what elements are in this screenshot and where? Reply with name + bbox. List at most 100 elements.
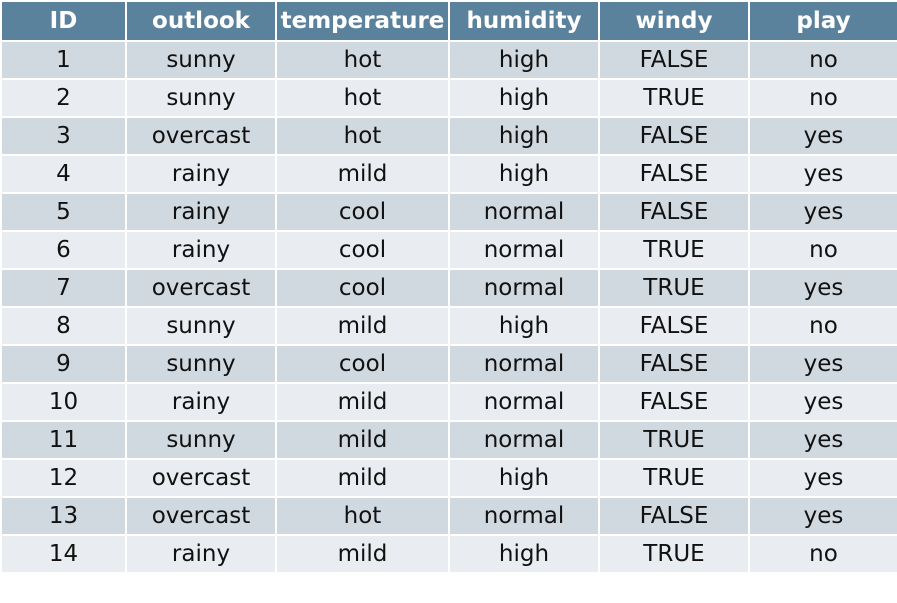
table-cell: 11 <box>0 420 127 460</box>
table-cell: mild <box>275 154 450 194</box>
table-row: 3 overcast hot high FALSE yes <box>0 116 897 156</box>
table-cell: FALSE <box>598 306 750 346</box>
table-cell: high <box>448 78 600 118</box>
header-row: ID outlook temperature humidity windy play <box>0 0 897 42</box>
table-cell: TRUE <box>598 268 750 308</box>
table-cell: rainy <box>125 230 277 270</box>
table-cell: sunny <box>125 306 277 346</box>
table-cell: cool <box>275 230 450 270</box>
table-cell: yes <box>748 496 897 536</box>
table-cell: hot <box>275 496 450 536</box>
table-cell: mild <box>275 458 450 498</box>
table-row: 1 sunny hot high FALSE no <box>0 40 897 80</box>
table-cell: TRUE <box>598 230 750 270</box>
table-body: 1 sunny hot high FALSE no 2 sunny hot high TRUE no 3… <box>0 40 897 574</box>
table-cell: high <box>448 458 600 498</box>
table-cell: FALSE <box>598 496 750 536</box>
table-cell: sunny <box>125 420 277 460</box>
table-cell: normal <box>448 268 600 308</box>
table-cell: normal <box>448 382 600 422</box>
table-row: 10 rainy mild normal FALSE yes <box>0 382 897 422</box>
table-cell: yes <box>748 458 897 498</box>
table-cell: FALSE <box>598 116 750 156</box>
table-cell: normal <box>448 230 600 270</box>
table-cell: mild <box>275 306 450 346</box>
table-row: 14 rainy mild high TRUE no <box>0 534 897 574</box>
table-cell: no <box>748 230 897 270</box>
table-cell: high <box>448 534 600 574</box>
table-row: 12 overcast mild high TRUE yes <box>0 458 897 498</box>
table-cell: 7 <box>0 268 127 308</box>
table-cell: rainy <box>125 154 277 194</box>
table-cell: yes <box>748 420 897 460</box>
table-cell: mild <box>275 534 450 574</box>
table-cell: rainy <box>125 192 277 232</box>
table-cell: overcast <box>125 268 277 308</box>
table-row: 9 sunny cool normal FALSE yes <box>0 344 897 384</box>
table-cell: FALSE <box>598 192 750 232</box>
header-cell: outlook <box>125 0 277 42</box>
table-cell: no <box>748 78 897 118</box>
table-cell: 6 <box>0 230 127 270</box>
table-cell: 2 <box>0 78 127 118</box>
table-cell: mild <box>275 382 450 422</box>
table-cell: normal <box>448 496 600 536</box>
table-cell: yes <box>748 192 897 232</box>
table-cell: high <box>448 306 600 346</box>
table-row: 7 overcast cool normal TRUE yes <box>0 268 897 308</box>
table-cell: high <box>448 40 600 80</box>
table-cell: overcast <box>125 496 277 536</box>
header-cell: temperature <box>275 0 450 42</box>
table-cell: TRUE <box>598 78 750 118</box>
table-cell: overcast <box>125 116 277 156</box>
table-cell: sunny <box>125 78 277 118</box>
table-cell: 5 <box>0 192 127 232</box>
table-row: 11 sunny mild normal TRUE yes <box>0 420 897 460</box>
table-cell: hot <box>275 116 450 156</box>
table-cell: no <box>748 534 897 574</box>
table-cell: TRUE <box>598 420 750 460</box>
table-cell: 8 <box>0 306 127 346</box>
table-cell: 12 <box>0 458 127 498</box>
table-cell: 14 <box>0 534 127 574</box>
table-row: 6 rainy cool normal TRUE no <box>0 230 897 270</box>
table-row: 2 sunny hot high TRUE no <box>0 78 897 118</box>
table-cell: no <box>748 40 897 80</box>
table-cell: yes <box>748 154 897 194</box>
table-cell: yes <box>748 268 897 308</box>
table-cell: 10 <box>0 382 127 422</box>
table-cell: 1 <box>0 40 127 80</box>
table-row: 8 sunny mild high FALSE no <box>0 306 897 346</box>
table-cell: sunny <box>125 344 277 384</box>
table-row: 13 overcast hot normal FALSE yes <box>0 496 897 536</box>
table-cell: TRUE <box>598 534 750 574</box>
table-cell: FALSE <box>598 154 750 194</box>
table-cell: yes <box>748 116 897 156</box>
header-cell: play <box>748 0 897 42</box>
table-cell: rainy <box>125 534 277 574</box>
table-cell: rainy <box>125 382 277 422</box>
table-cell: mild <box>275 420 450 460</box>
table-cell: cool <box>275 268 450 308</box>
table-cell: normal <box>448 344 600 384</box>
table-cell: hot <box>275 40 450 80</box>
table-cell: hot <box>275 78 450 118</box>
table-cell: sunny <box>125 40 277 80</box>
header-cell: humidity <box>448 0 600 42</box>
header-cell: ID <box>0 0 127 42</box>
table-cell: cool <box>275 344 450 384</box>
table-cell: high <box>448 154 600 194</box>
table-cell: overcast <box>125 458 277 498</box>
table-cell: normal <box>448 192 600 232</box>
table-cell: no <box>748 306 897 346</box>
table-cell: 4 <box>0 154 127 194</box>
table-cell: high <box>448 116 600 156</box>
table-cell: FALSE <box>598 382 750 422</box>
header-cell: windy <box>598 0 750 42</box>
table-cell: 13 <box>0 496 127 536</box>
table-cell: TRUE <box>598 458 750 498</box>
table-cell: FALSE <box>598 40 750 80</box>
table-cell: FALSE <box>598 344 750 384</box>
